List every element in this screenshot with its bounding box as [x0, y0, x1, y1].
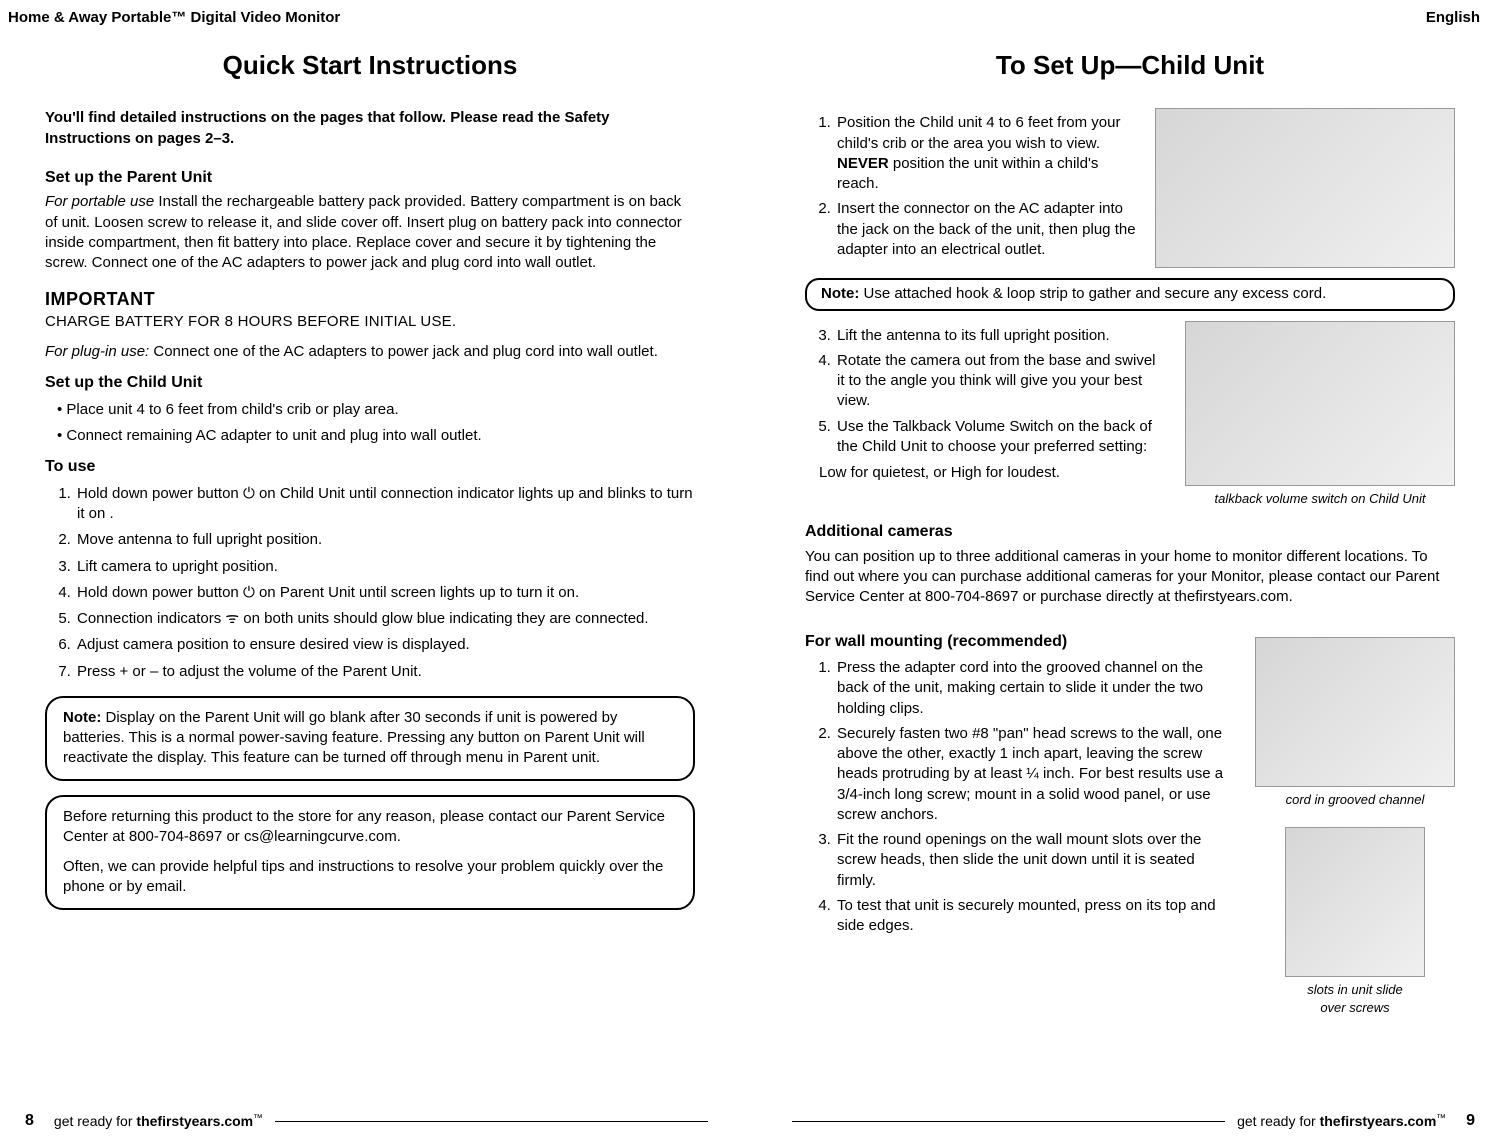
tag-brand-l: thefirstyears.com [136, 1113, 253, 1129]
note2-p2: Often, we can provide helpful tips and i… [63, 857, 677, 898]
additional-cameras-heading: Additional cameras [805, 521, 1455, 543]
tag-pre-l: get ready for [54, 1113, 137, 1129]
tag-brand-r: thefirstyears.com [1320, 1113, 1437, 1129]
tag-tm-l: ™ [253, 1113, 263, 1124]
talkback-switch-photo [1185, 321, 1455, 486]
child-unit-heading: Set up the Child Unit [45, 372, 695, 394]
setup-step-4: Rotate the camera out from the base and … [835, 351, 1167, 412]
use-step: Lift camera to upright position. [75, 557, 695, 577]
note2-p1: Before returning this product to the sto… [63, 807, 677, 848]
note-box-1: Note: Display on the Parent Unit will go… [45, 696, 695, 781]
right-title: To Set Up—Child Unit [805, 48, 1455, 83]
setup-step-1: Position the Child unit 4 to 6 feet from… [835, 113, 1137, 194]
parent-unit-heading: Set up the Parent Unit [45, 167, 695, 189]
page-left: Quick Start Instructions You'll find det… [20, 38, 720, 1016]
child-unit-photo [1155, 108, 1455, 268]
caption-slots-b: over screws [1255, 999, 1455, 1017]
use-step: Move antenna to full upright position. [75, 530, 695, 550]
wall-step: Press the adapter cord into the grooved … [835, 658, 1237, 719]
note-slim: Note: Use attached hook & loop strip to … [805, 278, 1455, 310]
parent-unit-body: For portable use Install the rechargeabl… [45, 192, 695, 273]
setup-step-5-tail: Low for quietest, or High for loudest. [819, 463, 1167, 483]
portable-lead: For portable use [45, 193, 154, 210]
footer: 8 get ready for thefirstyears.com™ get r… [0, 1110, 1500, 1132]
note-slim-label: Note: [821, 285, 859, 302]
caption-talkback: talkback volume switch on Child Unit [1185, 490, 1455, 508]
important-heading: IMPORTANT [45, 287, 695, 311]
slots-photo [1285, 827, 1425, 977]
s1-never: NEVER [837, 155, 889, 172]
footer-tag-left: get ready for thefirstyears.com™ [54, 1112, 263, 1131]
plugin-para: For plug-in use: Connect one of the AC a… [45, 342, 695, 362]
setup-steps-2: Lift the antenna to its full upright pos… [805, 326, 1167, 458]
use-step: Hold down power button ⏻ on Child Unit u… [75, 484, 695, 525]
to-use-heading: To use [45, 456, 695, 478]
plugin-body: Connect one of the AC adapters to power … [149, 343, 658, 360]
wall-step: Securely fasten two #8 "pan" head screws… [835, 724, 1237, 825]
note-box-2: Before returning this product to the sto… [45, 795, 695, 910]
tag-pre-r: get ready for [1237, 1113, 1320, 1129]
note-slim-body: Use attached hook & loop strip to gather… [859, 285, 1326, 302]
wall-step: To test that unit is securely mounted, p… [835, 896, 1237, 937]
footer-rule-right [792, 1121, 1225, 1122]
additional-cameras-body: You can position up to three additional … [805, 547, 1455, 608]
use-step: Hold down power button ⏻ on Parent Unit … [75, 583, 695, 603]
header-lang: English [1426, 8, 1480, 28]
page-num-left: 8 [25, 1110, 34, 1132]
footer-tag-right: get ready for thefirstyears.com™ [1237, 1112, 1446, 1131]
left-intro: You'll find detailed instructions on the… [45, 108, 695, 149]
setup-step-2: Insert the connector on the AC adapter i… [835, 199, 1137, 260]
plugin-lead: For plug-in use: [45, 343, 149, 360]
left-title: Quick Start Instructions [45, 48, 695, 83]
tag-tm-r: ™ [1436, 1113, 1446, 1124]
child-bullet-2: • Connect remaining AC adapter to unit a… [45, 426, 695, 446]
header-product: Home & Away Portable™ Digital Video Moni… [8, 8, 340, 28]
setup-step-5: Use the Talkback Volume Switch on the ba… [835, 417, 1167, 458]
cord-channel-photo [1255, 637, 1455, 787]
important-body: CHARGE BATTERY FOR 8 HOURS BEFORE INITIA… [45, 312, 695, 332]
caption-slots-a: slots in unit slide [1255, 981, 1455, 999]
use-step: Adjust camera position to ensure desired… [75, 635, 695, 655]
s1a: Position the Child unit 4 to 6 feet from… [837, 114, 1120, 151]
wall-step: Fit the round openings on the wall mount… [835, 830, 1237, 891]
use-step: Connection indicators ᯤ on both units sh… [75, 609, 695, 629]
wall-steps: Press the adapter cord into the grooved … [805, 658, 1237, 936]
page-right: To Set Up—Child Unit Position the Child … [780, 38, 1480, 1016]
wall-mount-heading: For wall mounting (recommended) [805, 631, 1237, 653]
setup-step-3: Lift the antenna to its full upright pos… [835, 326, 1167, 346]
caption-cord: cord in grooved channel [1255, 791, 1455, 809]
note1-label: Note: [63, 709, 101, 726]
child-bullet-1: • Place unit 4 to 6 feet from child's cr… [45, 400, 695, 420]
note1-body: Display on the Parent Unit will go blank… [63, 709, 645, 767]
page-num-right: 9 [1466, 1110, 1475, 1132]
use-steps-list: Hold down power button ⏻ on Child Unit u… [45, 484, 695, 682]
footer-rule-left [275, 1121, 708, 1122]
use-step: Press + or – to adjust the volume of the… [75, 662, 695, 682]
setup-steps-1: Position the Child unit 4 to 6 feet from… [805, 113, 1137, 260]
